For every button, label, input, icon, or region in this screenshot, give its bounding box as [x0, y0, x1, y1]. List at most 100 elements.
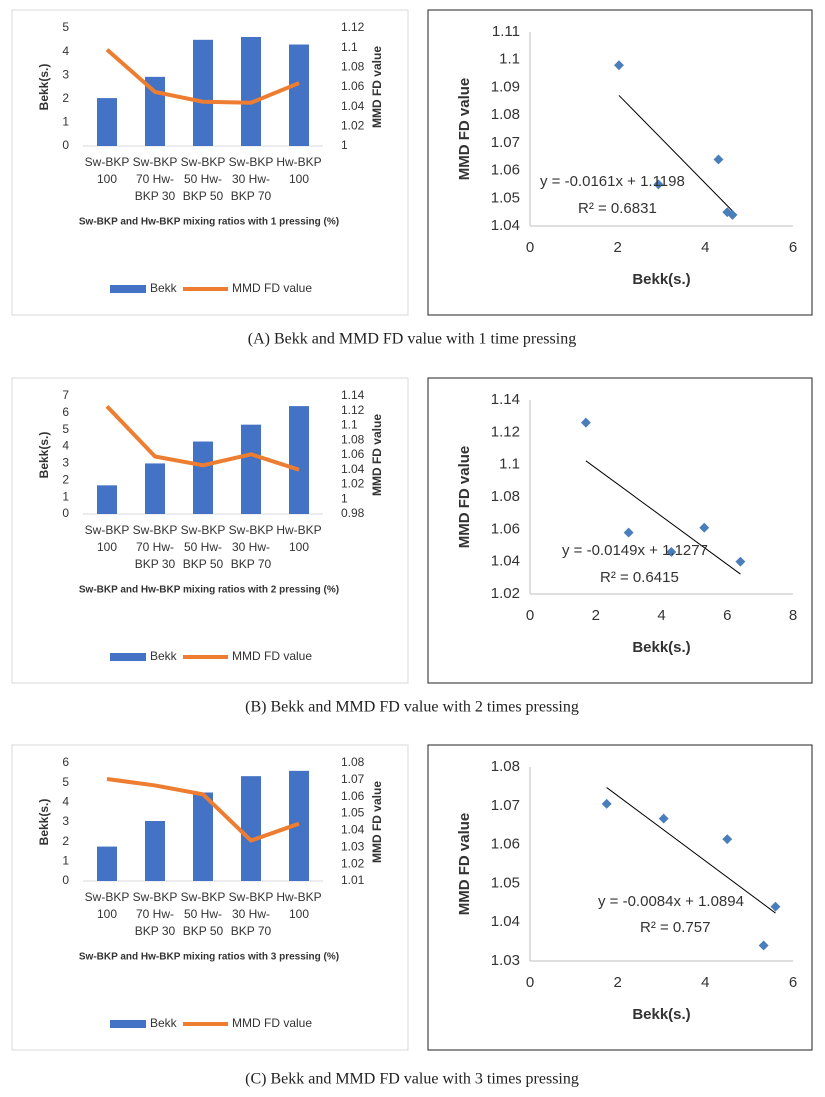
point: [653, 179, 664, 190]
x-tick-label: 6: [789, 974, 797, 991]
y2-tick-label: 1.14: [341, 388, 365, 402]
x-tick-label: Sw-BKP: [85, 890, 130, 904]
x-tick-label: 30 Hw-: [232, 172, 270, 186]
x-tick-label: Sw-BKP: [85, 523, 130, 537]
annotation: y = -0.0149x + 1.1277: [562, 542, 708, 559]
y-tick-label: 1.08: [491, 106, 520, 123]
x-tick-label: BKP 70: [231, 557, 272, 571]
caption: (A) Bekk and MMD FD value with 1 time pr…: [248, 331, 576, 348]
x-tick-label: 4: [701, 239, 709, 256]
y-tick-label: 4: [62, 439, 69, 453]
y-tick-label: 1.05: [491, 874, 520, 891]
x-tick-label: Sw-BKP: [181, 523, 226, 537]
x-tick-label: 100: [289, 172, 309, 186]
annotation: y = -0.0161x + 1.1198: [540, 173, 685, 190]
bar: [193, 39, 213, 146]
y2-tick-label: 1.02: [341, 477, 365, 491]
y-tick-label: 1.04: [491, 553, 520, 570]
legend-swatch: [110, 1020, 146, 1028]
point: [770, 901, 781, 912]
legend-swatch: [110, 285, 146, 293]
legend-label: Bekk: [150, 281, 178, 295]
y-axis-title: Bekk(s.): [37, 64, 51, 111]
x-axis-title: Sw-BKP and Hw-BKP mixing ratios with 1 p…: [79, 217, 339, 228]
legend-label: MMD FD value: [232, 281, 312, 295]
x-tick-label: Sw-BKP: [85, 155, 130, 169]
point: [601, 798, 612, 809]
bar: [241, 36, 261, 146]
x-tick-label: 4: [701, 974, 709, 991]
x-axis-title: Sw-BKP and Hw-BKP mixing ratios with 2 p…: [79, 585, 339, 596]
y-tick-label: 1.14: [491, 391, 520, 408]
point: [727, 209, 738, 220]
bar: [289, 770, 309, 881]
y2-tick-label: 1.04: [341, 823, 365, 837]
x-tick-label: 70 Hw-: [136, 172, 174, 186]
y-tick-label: 1.04: [491, 913, 520, 930]
y-tick-label: 1.08: [491, 758, 520, 775]
x-tick-label: BKP 50: [183, 557, 224, 571]
x-tick-label: 0: [526, 607, 534, 624]
point: [722, 834, 733, 845]
point: [735, 556, 746, 567]
y-tick-label: 1.06: [491, 162, 520, 179]
y-tick-label: 1.06: [491, 520, 520, 537]
x-tick-label: Sw-BKP: [229, 155, 274, 169]
x-tick-label: 50 Hw-: [184, 540, 222, 554]
annotation: y = -0.0084x + 1.0894: [598, 893, 744, 910]
x-tick-label: 2: [613, 974, 621, 991]
x-tick-label: 30 Hw-: [232, 540, 270, 554]
y2-tick-label: 1.1: [341, 418, 358, 432]
y2-tick-label: 1.06: [341, 79, 365, 93]
y-tick-label: 3: [62, 456, 69, 470]
x-tick-label: BKP 50: [183, 189, 224, 203]
y2-tick-label: 1.08: [341, 432, 365, 446]
y2-tick-label: 1: [341, 138, 348, 152]
y2-tick-label: 1.06: [341, 447, 365, 461]
point: [758, 940, 769, 951]
y2-axis-title: MMD FD value: [370, 46, 384, 128]
y2-tick-label: 1.02: [341, 856, 365, 870]
x-tick-label: Hw-BKP: [276, 523, 321, 537]
trendline: [606, 787, 776, 914]
x-axis-title: Bekk(s.): [632, 271, 690, 288]
x-tick-label: 2: [592, 607, 600, 624]
bar: [193, 792, 213, 881]
y-tick-label: 1.11: [492, 23, 520, 40]
y2-tick-label: 1.07: [341, 772, 365, 786]
x-tick-label: Sw-BKP: [229, 890, 274, 904]
x-tick-label: BKP 50: [183, 924, 224, 938]
x-tick-label: 100: [97, 907, 117, 921]
legend-label: Bekk: [150, 649, 178, 663]
x-tick-label: 100: [289, 540, 309, 554]
y-tick-label: 3: [62, 67, 69, 81]
y-tick-label: 1.07: [491, 134, 520, 151]
y-tick-label: 1: [62, 115, 69, 129]
x-tick-label: Sw-BKP: [229, 523, 274, 537]
y2-tick-label: 1.05: [341, 806, 365, 820]
y2-tick-label: 1.08: [341, 755, 365, 769]
x-tick-label: BKP 30: [135, 924, 176, 938]
x-tick-label: 4: [657, 607, 665, 624]
point: [580, 417, 591, 428]
trendline: [618, 95, 733, 212]
y-tick-label: 2: [62, 472, 69, 486]
y2-tick-label: 1: [341, 491, 348, 505]
annotation: R² = 0.6415: [600, 569, 679, 586]
y2-tick-label: 1.03: [341, 839, 365, 853]
annotation: R² = 0.6831: [578, 200, 657, 217]
y2-tick-label: 1.12: [341, 20, 365, 34]
x-tick-label: Sw-BKP: [181, 155, 226, 169]
y-tick-label: 0: [62, 138, 69, 152]
x-tick-label: 8: [789, 607, 797, 624]
y-tick-label: 1.1: [499, 456, 520, 473]
y-tick-label: 2: [62, 834, 69, 848]
legend-label: Bekk: [150, 1016, 178, 1030]
x-tick-label: 30 Hw-: [232, 907, 270, 921]
y2-tick-label: 0.98: [341, 506, 365, 520]
x-axis-title: Bekk(s.): [632, 1006, 690, 1023]
bar: [289, 406, 309, 514]
x-tick-label: 2: [613, 239, 621, 256]
x-tick-label: 6: [723, 607, 731, 624]
y-tick-label: 2: [62, 91, 69, 105]
